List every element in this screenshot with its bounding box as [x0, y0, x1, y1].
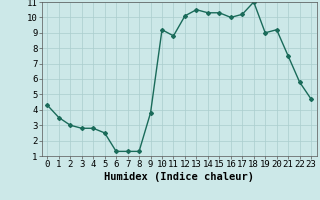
X-axis label: Humidex (Indice chaleur): Humidex (Indice chaleur) — [104, 172, 254, 182]
